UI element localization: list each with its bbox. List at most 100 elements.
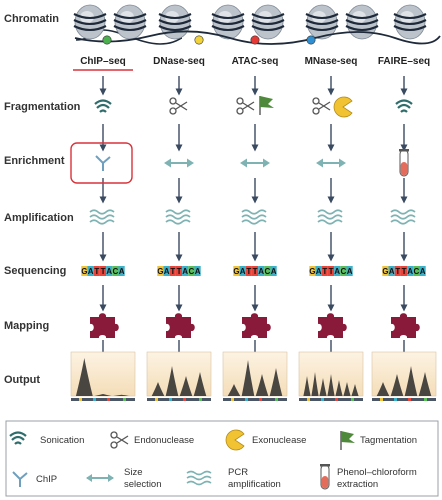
sequence-base-letter: A [88, 267, 94, 276]
mapping-puzzle-icon [242, 313, 271, 338]
genome-track-bar [299, 398, 363, 401]
sequence-base [388, 266, 395, 276]
sequence-base-letter: C [265, 267, 271, 276]
pacman-icon [333, 96, 353, 118]
endonuclease-scissors-icon [110, 431, 129, 449]
sequence-base-letter: T [402, 267, 407, 276]
amplification-waves-icon [165, 209, 191, 225]
sequence-base [93, 266, 100, 276]
row-label-output: Output [4, 374, 40, 386]
mapping-puzzle-icon [318, 313, 347, 338]
sequence-base [334, 266, 341, 276]
sequence-base [258, 266, 265, 276]
sequence-base [194, 266, 201, 276]
genome-track-mark [351, 398, 354, 401]
genome-track-bar [223, 398, 287, 401]
genome-track-mark [335, 398, 338, 401]
genome-track-mark [183, 398, 186, 401]
genome-track-mark [79, 398, 82, 401]
genome-track-mark [245, 398, 248, 401]
nucleosome [345, 4, 379, 40]
sequence-base-letter: T [94, 267, 99, 276]
method-label: ChIP–seq [80, 56, 126, 67]
sequence-base [400, 266, 408, 276]
genome-track-mark [155, 398, 158, 401]
sequence-base [251, 266, 259, 276]
amplification-waves-icon [390, 209, 416, 225]
output-peak-track [70, 351, 136, 401]
legend-pcr-label-2: amplification [228, 479, 281, 490]
legend-exonuclease-label: Exonuclease [252, 435, 306, 446]
sequence-base-letter: T [101, 267, 106, 276]
output-peak-track [371, 351, 437, 401]
genome-track-mark [107, 398, 110, 401]
mapping-puzzle-icon [90, 313, 119, 338]
amplification-waves-icon [317, 209, 343, 225]
sequence-base-letter: A [271, 267, 277, 276]
sequence-base-letter: T [170, 267, 175, 276]
sequence-base [163, 266, 170, 276]
sequence-base-letter: G [233, 267, 239, 276]
genome-track-mark [424, 398, 427, 401]
sequence-base [309, 266, 316, 276]
sequence-base [413, 266, 420, 276]
double-arrow-icon [316, 158, 346, 168]
sequence-base [419, 266, 426, 276]
sequence-base [407, 266, 414, 276]
genome-track-mark [231, 398, 234, 401]
nucleosome [211, 4, 245, 40]
scissors-icon [312, 97, 331, 115]
genome-track-mark [93, 398, 96, 401]
dna-strand [74, 30, 441, 45]
double-arrow-icon [164, 158, 194, 168]
genome-track-bar [147, 398, 211, 401]
output-peak-track [222, 351, 288, 401]
nucleosome [73, 4, 107, 40]
mapping-puzzle-icon [166, 313, 195, 338]
phenol-chloroform-tube-icon [320, 464, 330, 490]
legend-size-selection-label-1: Size [124, 467, 142, 478]
peak-signal [225, 360, 285, 396]
sonication-icon [94, 99, 112, 113]
peak-signal [73, 358, 133, 396]
sequence-base [245, 266, 252, 276]
sequence-base [169, 266, 176, 276]
sequence-base-letter: A [182, 267, 188, 276]
genome-track-mark [408, 398, 411, 401]
genome-track-mark [307, 398, 310, 401]
sequence-base-letter: A [389, 267, 395, 276]
binding-site-dot [306, 35, 316, 45]
mapping-puzzle-icon [391, 313, 420, 338]
double-arrow-icon [240, 158, 270, 168]
sequence-base-letter: A [407, 267, 413, 276]
sequence-base [157, 266, 164, 276]
output-peak-track [146, 351, 212, 401]
row-label-amplification: Amplification [4, 212, 74, 224]
genome-track-mark [123, 398, 126, 401]
sequence-base-letter: C [414, 267, 420, 276]
chip-antibody-icon [12, 471, 28, 487]
sequence-base [175, 266, 183, 276]
sequence-base-letter: T [395, 267, 400, 276]
sequence-base [239, 266, 246, 276]
sequence-base-letter: C [189, 267, 195, 276]
sequence-base-letter: T [329, 267, 334, 276]
sonication-icon [395, 99, 413, 113]
sequence-base-letter: A [258, 267, 264, 276]
nucleosome [158, 4, 192, 40]
sequence-base-letter: T [246, 267, 251, 276]
scissors-icon [236, 97, 255, 115]
row-label-fragmentation: Fragmentation [4, 101, 81, 113]
flag-icon [259, 96, 274, 115]
sequence-base-letter: A [164, 267, 170, 276]
genome-track-mark [394, 398, 397, 401]
sequence-base [188, 266, 195, 276]
pcr-amplification-waves-icon [186, 470, 212, 486]
legend: Sonication Endonuclease Exonuclease Tagm… [5, 420, 439, 497]
tagmentation-flag-icon [340, 431, 355, 450]
